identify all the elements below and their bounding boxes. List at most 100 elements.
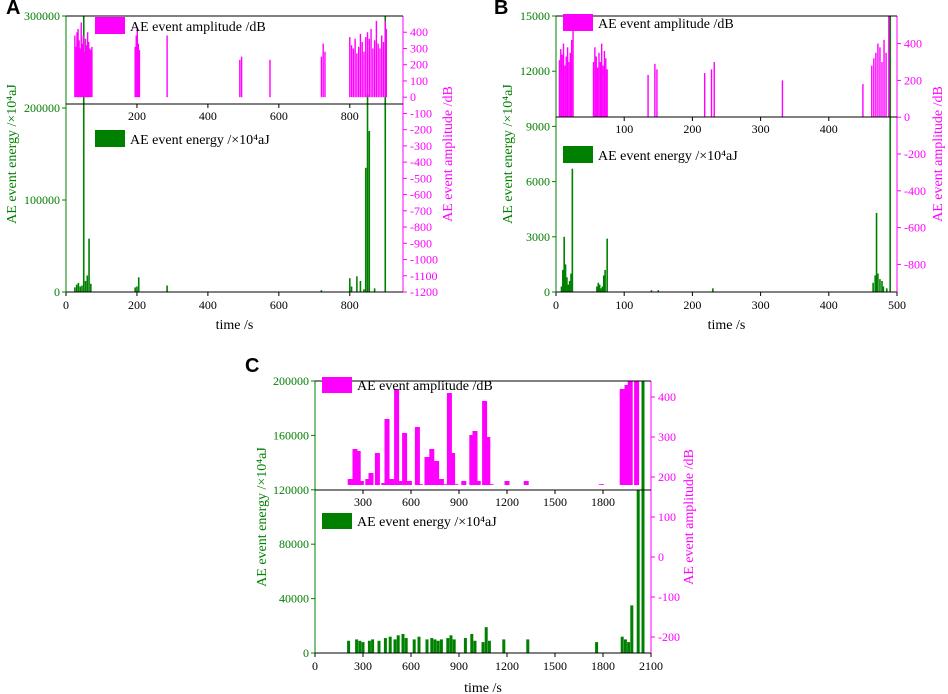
amplitude-bar — [381, 35, 383, 98]
energy-bar — [564, 264, 567, 292]
inner-x-tick-label: 600 — [270, 109, 288, 123]
energy-bar — [563, 236, 565, 292]
right-y-tick-label: -100 — [658, 590, 680, 604]
energy-bar — [79, 286, 81, 292]
amplitude-bar — [379, 48, 381, 98]
right-y-tick-label: 300 — [658, 430, 676, 444]
right-y-axis-title: AE event amplitude /dB — [441, 86, 456, 222]
energy-bar — [412, 639, 416, 653]
energy-bar — [320, 290, 323, 292]
x-tick-label: 200 — [683, 298, 701, 312]
energy-bar — [562, 269, 564, 292]
amplitude-bar — [627, 381, 633, 485]
energy-bar — [75, 284, 78, 292]
inner-x-tick-label: 800 — [341, 109, 359, 123]
energy-bar — [77, 282, 80, 292]
x-axis-title: time /s — [464, 681, 502, 694]
panel-letter: B — [494, 0, 508, 19]
amplitude-bar — [86, 32, 89, 98]
amplitude-bar — [354, 38, 356, 98]
panel-a: A 0 200 400 600 800 200 400 600 800 0 100000 200000 3… — [5, 0, 456, 333]
legend-amplitude-swatch — [322, 377, 352, 393]
right-y-tick-label: -800 — [410, 220, 432, 234]
legend-energy-label: AE event energy /×10⁴aJ — [357, 515, 497, 530]
energy-bar — [439, 639, 443, 653]
left-y-tick-label: 0 — [544, 285, 550, 299]
energy-bar — [636, 489, 640, 653]
energy-bar — [384, 16, 387, 292]
amplitude-bar — [485, 437, 491, 485]
right-y-tick-label: 300 — [410, 41, 428, 55]
amplitude-bar — [879, 47, 881, 117]
left-y-tick-label: 9000 — [526, 119, 550, 133]
right-y-tick-label: -600 — [904, 221, 926, 235]
amplitude-bar — [365, 37, 367, 98]
left-y-tick-label: 3000 — [526, 230, 550, 244]
x-tick-label: 500 — [888, 298, 906, 312]
inner-x-tick-label: 400 — [199, 109, 217, 123]
amplitude-bar — [634, 381, 640, 485]
amplitude-bar — [606, 69, 608, 117]
energy-bar — [393, 639, 397, 653]
right-y-tick-label: -200 — [410, 123, 432, 137]
amplitude-bar — [370, 28, 372, 98]
amplitude-bar — [450, 453, 456, 485]
energy-bar — [571, 168, 574, 292]
energy-bar — [568, 280, 571, 292]
left-y-axis-title: AE event energy /×10⁴aJ — [255, 447, 270, 587]
amplitude-bar — [74, 35, 76, 98]
amplitude-bar — [138, 50, 141, 98]
amplitude-bar — [355, 451, 361, 485]
amplitude-bar — [482, 401, 488, 485]
energy-bar — [712, 288, 714, 292]
amplitude-bar — [434, 461, 440, 485]
amplitude-bar — [389, 479, 395, 485]
energy-bar — [885, 288, 888, 292]
inner-x-tick-label: 200 — [128, 109, 146, 123]
x-tick-label: 1800 — [591, 659, 615, 673]
energy-bar — [86, 275, 89, 292]
amplitude-bar — [592, 62, 595, 117]
energy-bar — [134, 287, 136, 292]
amplitude-bar — [883, 39, 885, 117]
x-axis-title: time /s — [216, 318, 254, 333]
energy-bar — [630, 605, 634, 653]
energy-bar — [82, 16, 85, 292]
energy-bar — [882, 286, 885, 292]
legend-amplitude-label: AE event amplitude /dB — [598, 17, 734, 32]
inner-x-tick-label: 1800 — [591, 495, 615, 509]
amplitude-bar — [79, 48, 81, 98]
energy-bar — [600, 288, 602, 292]
energy-bar — [657, 290, 660, 292]
amplitude-bar — [375, 20, 378, 98]
energy-bar — [560, 286, 563, 292]
amplitude-bar — [873, 58, 875, 117]
amplitude-bar — [83, 51, 86, 98]
energy-bar — [377, 640, 381, 653]
legend-amplitude-label: AE event amplitude /dB — [130, 20, 266, 35]
amplitude-bar — [453, 484, 459, 485]
amplitude-bar — [377, 43, 379, 98]
energy-bar — [425, 639, 429, 653]
energy-bar — [356, 276, 358, 292]
amplitude-bar — [504, 481, 510, 485]
right-y-tick-label: 400 — [410, 25, 428, 39]
amplitude-bar — [84, 38, 87, 98]
amplitude-bar — [703, 73, 706, 117]
right-y-tick-label: 200 — [658, 470, 676, 484]
amplitude-bar — [461, 481, 467, 485]
amplitude-bar — [619, 389, 625, 485]
amplitude-bar — [269, 59, 271, 98]
x-tick-label: 1500 — [543, 659, 567, 673]
energy-bar — [364, 167, 367, 292]
amplitude-bar — [349, 37, 351, 98]
amplitude-bar — [572, 25, 574, 118]
amplitude-bar — [368, 473, 374, 485]
panel-letter: C — [245, 355, 259, 377]
amplitude-bar — [475, 481, 481, 485]
amplitude-bar — [710, 69, 713, 117]
left-y-tick-label: 6000 — [526, 175, 550, 189]
amplitude-bar — [875, 52, 877, 117]
right-y-tick-label: -200 — [904, 147, 926, 161]
